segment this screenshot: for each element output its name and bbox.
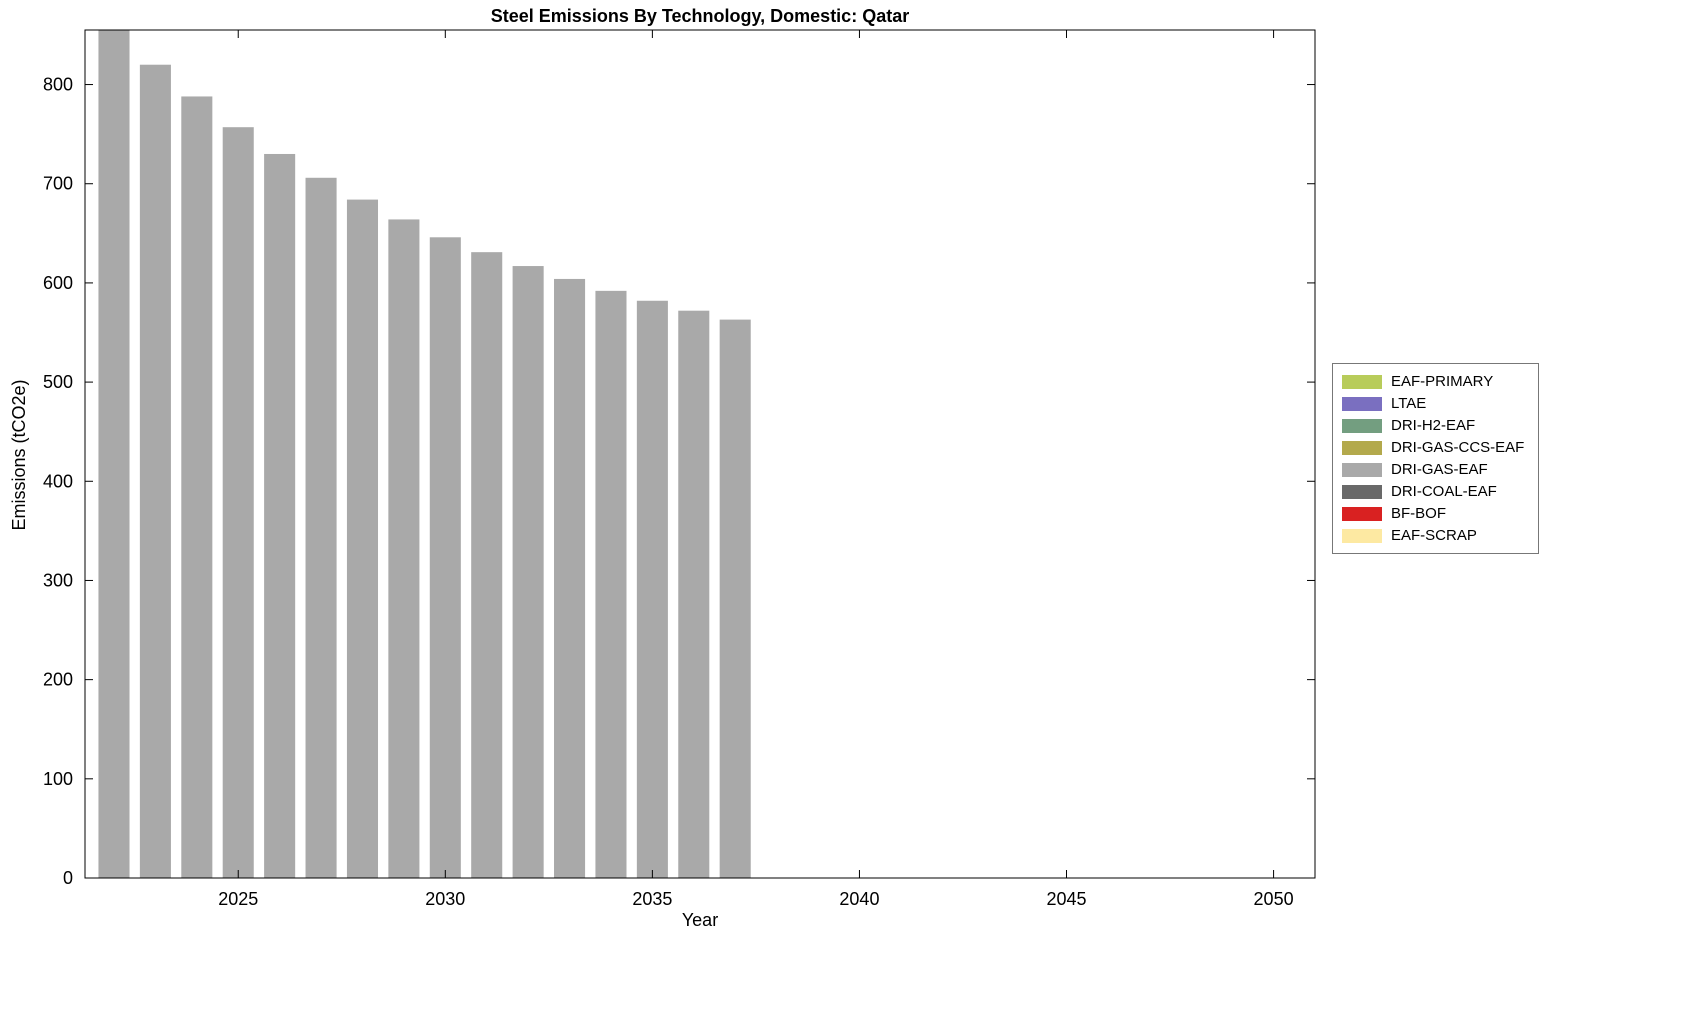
- legend-entry-dri-h2-eaf: DRI-H2-EAF: [1342, 417, 1524, 434]
- legend-entry-eaf-primary: EAF-PRIMARY: [1342, 373, 1524, 390]
- bar-2022: [98, 30, 130, 878]
- bar-2033: [554, 278, 586, 878]
- bar-2035: [636, 300, 668, 879]
- legend-entry-dri-gas-eaf: DRI-GAS-EAF: [1342, 461, 1524, 478]
- legend-label: DRI-GAS-EAF: [1391, 461, 1488, 478]
- legend-swatch: [1342, 462, 1382, 477]
- legend-label: EAF-PRIMARY: [1391, 373, 1494, 390]
- bar-2024: [181, 96, 213, 878]
- chart-title: Steel Emissions By Technology, Domestic:…: [490, 6, 910, 26]
- bar-2036: [678, 310, 710, 878]
- legend-entry-ltae: LTAE: [1342, 395, 1524, 412]
- bar-2029: [388, 219, 420, 878]
- bar-2023: [139, 64, 171, 879]
- x-tick-label: 2045: [1046, 889, 1086, 909]
- legend-entry-dri-gas-ccs-eaf: DRI-GAS-CCS-EAF: [1342, 439, 1524, 456]
- legend-label: LTAE: [1391, 395, 1427, 412]
- legend-swatch: [1342, 528, 1382, 543]
- bar-2034: [595, 290, 627, 878]
- bar-2026: [264, 153, 296, 878]
- x-tick-label: 2025: [218, 889, 258, 909]
- y-tick-label: 700: [43, 174, 73, 194]
- x-tick-label: 2030: [425, 889, 465, 909]
- legend-label: EAF-SCRAP: [1391, 527, 1477, 544]
- bar-2025: [222, 127, 254, 879]
- x-axis-label: Year: [681, 910, 719, 930]
- legend-entry-eaf-scrap: EAF-SCRAP: [1342, 527, 1524, 544]
- legend-swatch: [1342, 440, 1382, 455]
- bar-2028: [346, 199, 379, 879]
- y-tick-label: 800: [43, 75, 73, 95]
- y-tick-label: 300: [43, 570, 73, 590]
- legend-label: DRI-GAS-CCS-EAF: [1391, 439, 1525, 456]
- axes-box: [84, 29, 1316, 879]
- y-tick-label: 200: [43, 670, 73, 690]
- bar-2031: [471, 252, 503, 878]
- y-tick-label: 0: [63, 868, 73, 888]
- y-tick-label: 100: [43, 769, 73, 789]
- legend-swatch: [1342, 484, 1382, 499]
- legend-swatch: [1342, 396, 1382, 411]
- legend-swatch: [1342, 418, 1382, 433]
- legend-entry-bf-bof: BF-BOF: [1342, 505, 1524, 522]
- legend-label: DRI-H2-EAF: [1391, 417, 1476, 434]
- x-tick-label: 2040: [839, 889, 879, 909]
- legend-swatch: [1342, 506, 1382, 521]
- x-tick-label: 2050: [1254, 889, 1294, 909]
- y-tick-label: 600: [43, 273, 73, 293]
- legend-label: BF-BOF: [1391, 505, 1446, 522]
- y-axis-label: Emissions (tCO2e): [9, 379, 29, 531]
- bar-2032: [512, 266, 544, 878]
- y-tick-label: 400: [43, 471, 73, 491]
- bar-2037: [719, 319, 751, 878]
- y-tick-label: 500: [43, 372, 73, 392]
- legend: EAF-PRIMARY LTAE DRI-H2-EAF DRI-GAS-CCS-EAF…: [1332, 363, 1540, 554]
- legend-swatch: [1342, 374, 1382, 389]
- legend-label: DRI-COAL-EAF: [1391, 483, 1497, 500]
- bar-2030: [429, 237, 461, 879]
- bar-2027: [305, 177, 337, 878]
- x-tick-label: 2035: [632, 889, 672, 909]
- legend-entry-dri-coal-eaf: DRI-COAL-EAF: [1342, 483, 1524, 500]
